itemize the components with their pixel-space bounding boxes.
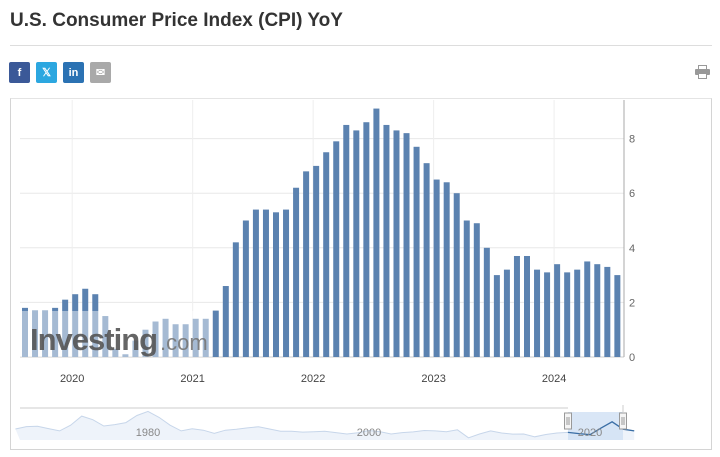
bar[interactable] <box>403 133 410 357</box>
page-title: U.S. Consumer Price Index (CPI) YoY <box>10 10 343 31</box>
bar[interactable] <box>172 324 179 357</box>
bar[interactable] <box>283 209 290 357</box>
bar[interactable] <box>473 223 480 357</box>
bar[interactable] <box>82 288 89 357</box>
navigator-label: 1980 <box>136 427 160 439</box>
bar[interactable] <box>162 318 169 357</box>
bar[interactable] <box>554 264 561 357</box>
watermark-brand: Investing <box>30 322 157 357</box>
bar[interactable] <box>413 146 420 357</box>
navigator-line <box>15 410 635 439</box>
bar[interactable] <box>323 152 330 357</box>
email-icon: ✉ <box>95 67 106 79</box>
bar[interactable] <box>503 269 510 357</box>
bar[interactable] <box>333 141 340 357</box>
bar[interactable] <box>574 269 581 357</box>
bar[interactable] <box>313 165 320 357</box>
bar[interactable] <box>393 130 400 357</box>
share-x-button[interactable]: 𝕏 <box>36 62 57 83</box>
bar[interactable] <box>604 266 611 357</box>
share-email-button[interactable]: ✉ <box>90 62 111 83</box>
bar[interactable] <box>102 316 109 357</box>
share-facebook-button[interactable]: f <box>9 62 30 83</box>
bar[interactable] <box>32 310 39 357</box>
bar[interactable] <box>42 310 49 357</box>
bar[interactable] <box>423 163 430 357</box>
bar[interactable] <box>433 179 440 357</box>
navigator-handle[interactable] <box>619 412 627 430</box>
bar[interactable] <box>122 354 129 357</box>
bar[interactable] <box>614 275 621 357</box>
bar[interactable] <box>62 299 69 357</box>
navigator-selection[interactable] <box>568 412 623 440</box>
print-icon[interactable] <box>695 65 710 79</box>
linkedin-icon: in <box>68 66 79 79</box>
y-tick-label: 6 <box>629 188 635 200</box>
share-linkedin-button[interactable]: in <box>63 62 84 83</box>
x-tick-label: 2024 <box>542 373 566 385</box>
investing-watermark: Investing .com <box>20 311 212 357</box>
y-tick-label: 4 <box>629 243 635 255</box>
bar[interactable] <box>242 220 249 358</box>
bar[interactable] <box>453 193 460 357</box>
bar[interactable] <box>252 209 259 357</box>
bar[interactable] <box>22 307 28 357</box>
y-tick-label: 2 <box>629 297 635 309</box>
bar[interactable] <box>303 171 310 357</box>
bar[interactable] <box>92 294 99 357</box>
bar[interactable] <box>363 122 370 357</box>
x-tick-label: 2022 <box>301 373 325 385</box>
navigator-area <box>15 411 635 440</box>
bar[interactable] <box>513 255 520 357</box>
facebook-icon: f <box>17 66 22 79</box>
bar[interactable] <box>524 255 530 357</box>
navigator-label: 2000 <box>357 427 381 439</box>
bar[interactable] <box>343 124 350 357</box>
x-icon: 𝕏 <box>42 67 51 79</box>
bar[interactable] <box>584 261 591 357</box>
bar[interactable] <box>182 324 189 357</box>
x-tick-label: 2021 <box>180 373 204 385</box>
bar[interactable] <box>594 264 601 357</box>
bar[interactable] <box>293 187 300 357</box>
bar[interactable] <box>72 294 79 357</box>
y-tick-label: 8 <box>629 134 635 146</box>
y-tick-label: 0 <box>629 352 635 364</box>
bar[interactable] <box>52 307 59 357</box>
bar[interactable] <box>383 124 390 357</box>
bar[interactable] <box>564 272 571 357</box>
bar[interactable] <box>202 318 209 357</box>
chart-container <box>10 98 712 450</box>
bar[interactable] <box>132 340 139 357</box>
bar[interactable] <box>222 286 229 357</box>
bar[interactable] <box>373 108 380 357</box>
divider <box>10 45 712 46</box>
bar[interactable] <box>232 242 239 357</box>
bar[interactable] <box>443 182 450 357</box>
bar[interactable] <box>493 275 500 357</box>
bar[interactable] <box>544 272 551 357</box>
navigator-label: 2020 <box>578 427 602 439</box>
navigator[interactable]: 1980 2000 2020 <box>15 405 635 440</box>
bar[interactable] <box>463 220 470 358</box>
navigator-handle[interactable] <box>564 412 572 430</box>
bar[interactable] <box>112 348 119 357</box>
bar[interactable] <box>212 310 219 357</box>
bar[interactable] <box>483 247 490 357</box>
bar[interactable] <box>273 212 279 357</box>
watermark-domain: .com <box>160 330 208 355</box>
x-tick-label: 2023 <box>421 373 445 385</box>
bar[interactable] <box>262 209 269 357</box>
bar[interactable] <box>142 329 149 357</box>
bar[interactable] <box>353 130 360 357</box>
bar[interactable] <box>534 269 541 357</box>
bar[interactable] <box>192 318 199 357</box>
x-tick-label: 2020 <box>60 373 84 385</box>
bar[interactable] <box>152 321 159 357</box>
